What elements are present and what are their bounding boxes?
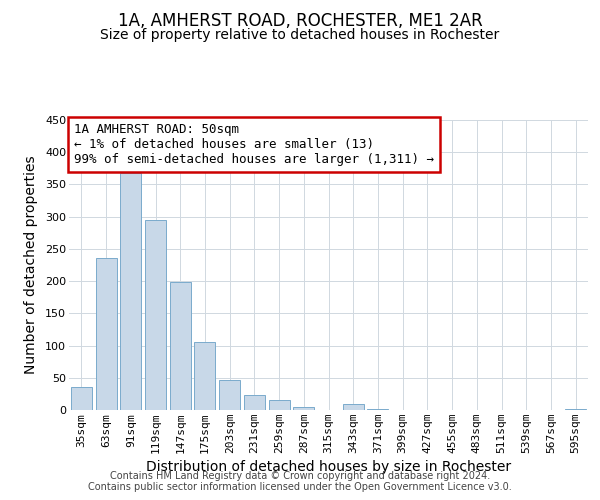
Bar <box>293 408 314 410</box>
Bar <box>71 387 92 410</box>
Bar <box>219 380 240 410</box>
Bar <box>269 400 290 410</box>
Text: Contains public sector information licensed under the Open Government Licence v3: Contains public sector information licen… <box>88 482 512 492</box>
Bar <box>95 258 116 410</box>
Bar <box>244 395 265 410</box>
Bar <box>170 282 191 410</box>
Bar <box>194 342 215 410</box>
Bar <box>120 174 141 410</box>
Y-axis label: Number of detached properties: Number of detached properties <box>24 156 38 374</box>
Bar <box>565 408 586 410</box>
Text: 1A AMHERST ROAD: 50sqm
← 1% of detached houses are smaller (13)
99% of semi-deta: 1A AMHERST ROAD: 50sqm ← 1% of detached … <box>74 123 434 166</box>
Bar <box>343 404 364 410</box>
Text: 1A, AMHERST ROAD, ROCHESTER, ME1 2AR: 1A, AMHERST ROAD, ROCHESTER, ME1 2AR <box>118 12 482 30</box>
Text: Size of property relative to detached houses in Rochester: Size of property relative to detached ho… <box>100 28 500 42</box>
Bar <box>145 220 166 410</box>
Text: Contains HM Land Registry data © Crown copyright and database right 2024.: Contains HM Land Registry data © Crown c… <box>110 471 490 481</box>
X-axis label: Distribution of detached houses by size in Rochester: Distribution of detached houses by size … <box>146 460 511 474</box>
